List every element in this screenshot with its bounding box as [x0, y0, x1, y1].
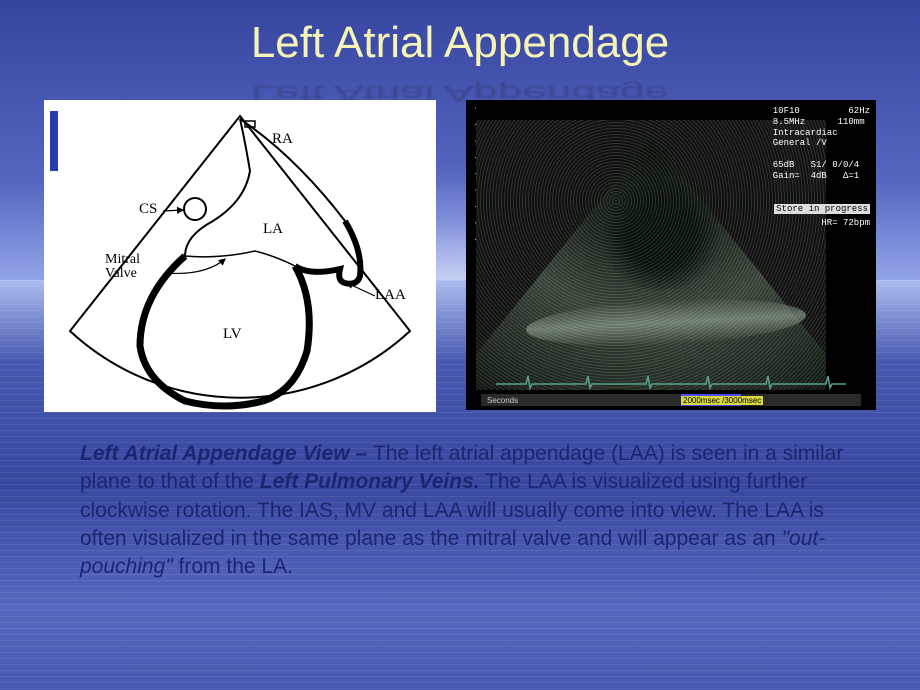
ultrasound-image: 10F10 62Hz 8.5MHz 110mm Intracardiac Gen…: [466, 100, 876, 410]
text-lpv: Left Pulmonary Veins.: [260, 470, 480, 493]
label-lv: LV: [223, 326, 242, 343]
label-laa: LAA: [375, 287, 406, 304]
us-store: Store in progress: [774, 204, 870, 215]
us-settings: 10F10 62Hz 8.5MHz 110mm Intracardiac Gen…: [773, 106, 870, 182]
us-scale: · · · · · · · · ·: [470, 106, 478, 245]
text-p3: from the LA.: [173, 555, 293, 578]
ecg-trace: [496, 370, 846, 392]
anatomical-diagram: RA CS LA LAA LV Mitral Valve: [44, 100, 436, 412]
label-la: LA: [263, 221, 283, 238]
text-lead: Left Atrial Appendage View –: [80, 442, 373, 465]
slide-title: Left Atrial Appendage: [0, 18, 920, 68]
body-text: Left Atrial Appendage View – The left at…: [80, 440, 850, 582]
us-timebar: Seconds 2000msec /3000msec: [481, 394, 861, 406]
label-ra: RA: [272, 131, 293, 148]
label-mv: Mitral Valve: [105, 253, 140, 281]
label-cs: CS: [139, 201, 157, 218]
diagram-svg: [45, 101, 435, 411]
us-hr: HR= 72bpm: [821, 218, 870, 229]
